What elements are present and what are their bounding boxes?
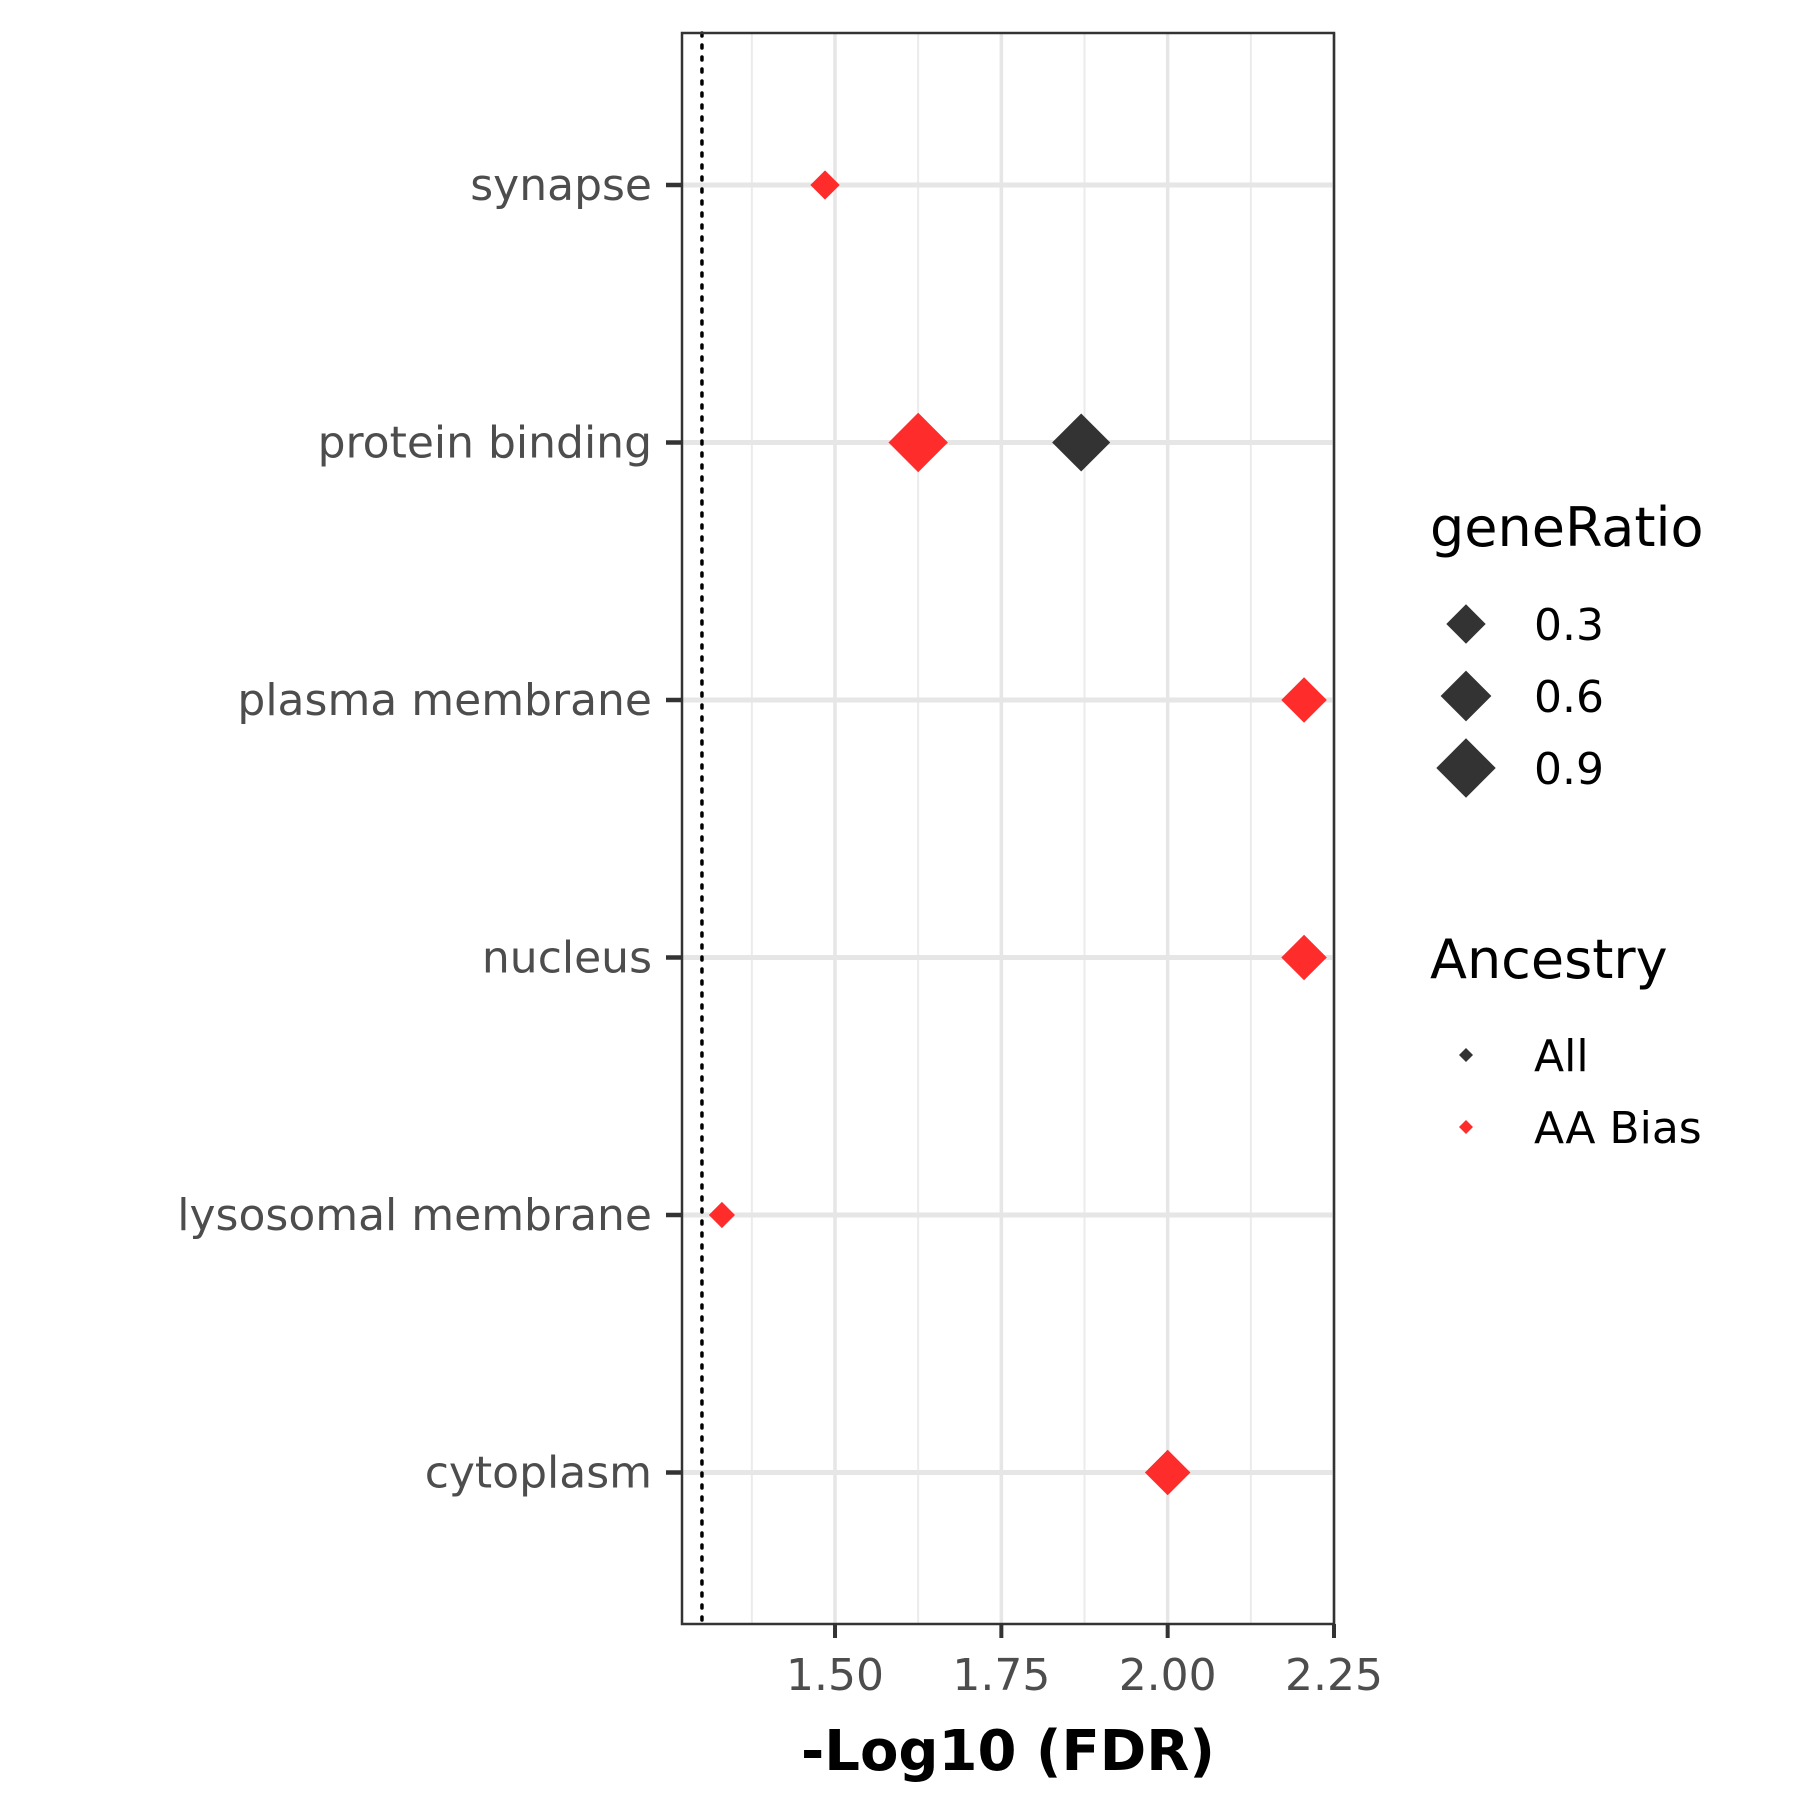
legend-size-label: 0.3 — [1534, 600, 1604, 651]
legend-size-label: 0.9 — [1534, 744, 1604, 795]
legend-color-key — [1459, 1120, 1473, 1134]
data-point-aa-bias — [1281, 677, 1327, 723]
plot-panel-border — [680, 31, 1336, 1626]
legend-size-key — [1446, 604, 1486, 644]
legend-color-label: All — [1534, 1031, 1589, 1082]
legend-size-label: 0.6 — [1534, 672, 1604, 723]
x-tick-label: 2.25 — [1285, 1650, 1383, 1701]
legend-size-key — [1440, 670, 1492, 722]
data-point-all — [1052, 413, 1111, 472]
legend-color-title: Ancestry — [1430, 928, 1668, 991]
data-point-aa-bias — [810, 170, 840, 200]
x-axis: 1.50 1.75 2.00 2.25 — [786, 1624, 1383, 1701]
y-tick-label: plasma membrane — [237, 675, 652, 726]
y-tick-label: nucleus — [482, 933, 652, 984]
x-tick-label: 1.50 — [786, 1650, 884, 1701]
data-point-aa-bias — [888, 412, 948, 473]
y-tick-label: lysosomal membrane — [177, 1190, 652, 1241]
legend-size-key — [1436, 738, 1496, 798]
legend-color-label: AA Bias — [1534, 1103, 1702, 1154]
x-axis-title: -Log10 (FDR) — [801, 1719, 1215, 1784]
y-tick-label: protein binding — [318, 418, 652, 469]
y-tick-label: synapse — [470, 160, 652, 211]
data-point-aa-bias — [1281, 934, 1327, 981]
x-tick-label: 2.00 — [1119, 1650, 1217, 1701]
x-tick-label: 1.75 — [952, 1650, 1050, 1701]
grid-lines — [682, 33, 1336, 1624]
legend-color-key — [1459, 1048, 1473, 1062]
data-points — [708, 170, 1327, 1496]
legend: geneRatio 0.3 0.6 0.9 Ancestry All AA Bias — [1430, 496, 1704, 1154]
y-tick-label: cytoplasm — [425, 1448, 652, 1499]
data-point-aa-bias — [1144, 1449, 1191, 1496]
y-axis: synapse protein binding plasma membrane nuc… — [177, 160, 682, 1499]
legend-size-title: geneRatio — [1430, 496, 1704, 559]
data-point-aa-bias — [708, 1201, 735, 1229]
